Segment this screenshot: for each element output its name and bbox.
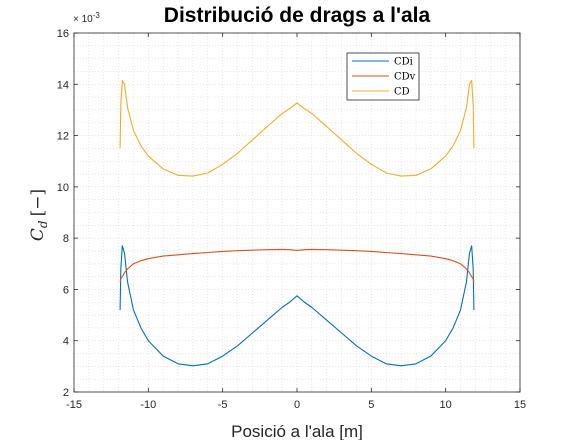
y-multiplier: × 10-3: [73, 11, 100, 25]
x-tick-label: -10: [140, 399, 156, 411]
chart-title: Distribució de drags a l'ala: [164, 4, 431, 27]
series-line-cdi: [119, 245, 475, 367]
legend-label-cd: CD: [394, 87, 410, 98]
y-tick-label: 10: [57, 182, 69, 194]
y-tick-label: 16: [57, 28, 69, 40]
x-tick-label: 15: [514, 399, 526, 411]
y-axis-label: Cd [−]: [28, 189, 50, 241]
x-axis-label: Posició a l'ala [m]: [231, 422, 363, 440]
y-axis-label-main: C: [28, 228, 48, 241]
series-line-cdv: [119, 248, 475, 282]
x-tick-label: 5: [368, 399, 374, 411]
x-tick-label: -5: [218, 399, 228, 411]
y-multiplier-exponent: -3: [93, 11, 101, 20]
y-tick-label: 6: [63, 284, 69, 296]
series-line-cd: [119, 79, 475, 177]
x-tick-label: -15: [66, 399, 82, 411]
legend-label-cdv: CDv: [394, 72, 416, 83]
plot-area: -15 -10 -5 0 5 10 15 2 4 6 8 10 12 14 16 CDi CDv CD: [57, 28, 526, 411]
y-multiplier-base: × 10: [73, 14, 93, 25]
y-tick-label: 8: [63, 233, 69, 245]
x-tick-label: 10: [440, 399, 452, 411]
y-tick-label: 12: [57, 131, 69, 143]
y-tick-label: 4: [63, 336, 69, 348]
legend-label-cdi: CDi: [394, 57, 413, 68]
x-tick-label: 0: [294, 399, 300, 411]
y-axis-label-unit: [−]: [28, 189, 48, 217]
y-tick-label: 2: [63, 387, 69, 399]
y-axis-label-subscript: d: [36, 220, 50, 228]
y-tick-label: 14: [57, 79, 69, 91]
